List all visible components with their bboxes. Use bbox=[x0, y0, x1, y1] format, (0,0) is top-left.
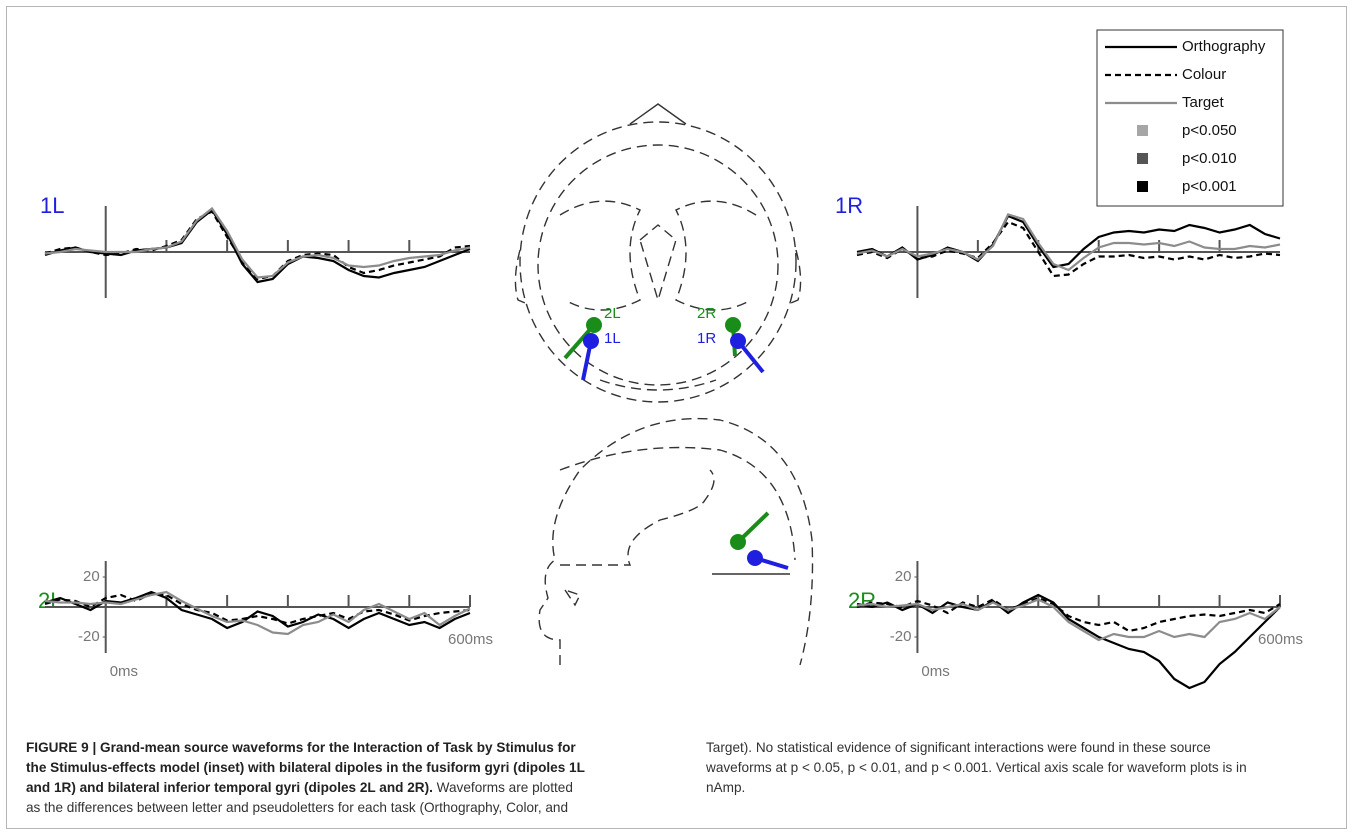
caption: FIGURE 9 | Grand-mean source waveforms f… bbox=[26, 738, 1266, 828]
waveform: Orthography bbox=[44, 590, 471, 630]
dipole-label: 2R bbox=[697, 305, 716, 322]
legend-box bbox=[1096, 29, 1284, 207]
waveform: Target bbox=[856, 213, 1281, 272]
figure: 2L 1L 2R 1R OrthographyColourTargetp<0.0… bbox=[38, 29, 1303, 690]
legend-swatch bbox=[1137, 125, 1148, 136]
waveform: Colour bbox=[44, 210, 471, 281]
legend-label: p<0.001 bbox=[1182, 178, 1237, 195]
waveform: Target bbox=[44, 206, 471, 279]
y-tick-label: 20 bbox=[895, 568, 912, 585]
x-tick-label: 0ms bbox=[110, 663, 138, 680]
dipoles-top bbox=[563, 317, 765, 381]
panel-title: 2R bbox=[848, 588, 876, 613]
legend: Orthography Colour Target p<0.050 p<0.010 p<0… bbox=[1105, 38, 1266, 195]
legend-label: p<0.010 bbox=[1182, 150, 1237, 167]
panel-title: 1L bbox=[40, 193, 64, 218]
waveform: Orthography bbox=[44, 208, 471, 284]
legend-label: p<0.050 bbox=[1182, 122, 1237, 139]
head-side-view bbox=[538, 417, 814, 666]
dipole-label: 2L bbox=[604, 305, 621, 322]
x-tick-label: 600ms bbox=[1258, 631, 1303, 648]
dipoles-side bbox=[730, 511, 789, 570]
legend-swatch bbox=[1137, 153, 1148, 164]
waveform: Target bbox=[856, 598, 1281, 642]
legend-label: Orthography bbox=[1182, 38, 1266, 55]
x-tick-label: 0ms bbox=[921, 663, 949, 680]
legend-label: Colour bbox=[1182, 66, 1226, 83]
caption-bold: FIGURE 9 | Grand-mean source waveforms f… bbox=[26, 740, 585, 795]
y-tick-label: -20 bbox=[78, 628, 100, 645]
y-tick-label: 20 bbox=[83, 568, 100, 585]
panel-title: 1R bbox=[835, 193, 863, 218]
dipole-label: 1L bbox=[604, 330, 621, 347]
waveform: Colour bbox=[856, 596, 1281, 633]
waveform: Orthography bbox=[856, 593, 1281, 690]
waveform: Colour bbox=[44, 592, 471, 625]
x-tick-label: 600ms bbox=[448, 631, 493, 648]
dipole-label: 1R bbox=[697, 330, 716, 347]
legend-label: Target bbox=[1182, 94, 1225, 111]
waveform: Colour bbox=[856, 220, 1281, 278]
head-top-view bbox=[514, 103, 802, 403]
caption-text: Waveforms are plotted as the differences… bbox=[26, 740, 1247, 815]
waveform: Orthography bbox=[856, 214, 1281, 269]
y-tick-label: -20 bbox=[890, 628, 912, 645]
legend-swatch bbox=[1137, 181, 1148, 192]
figure-frame bbox=[6, 6, 1347, 829]
waveform: Target bbox=[44, 590, 471, 636]
